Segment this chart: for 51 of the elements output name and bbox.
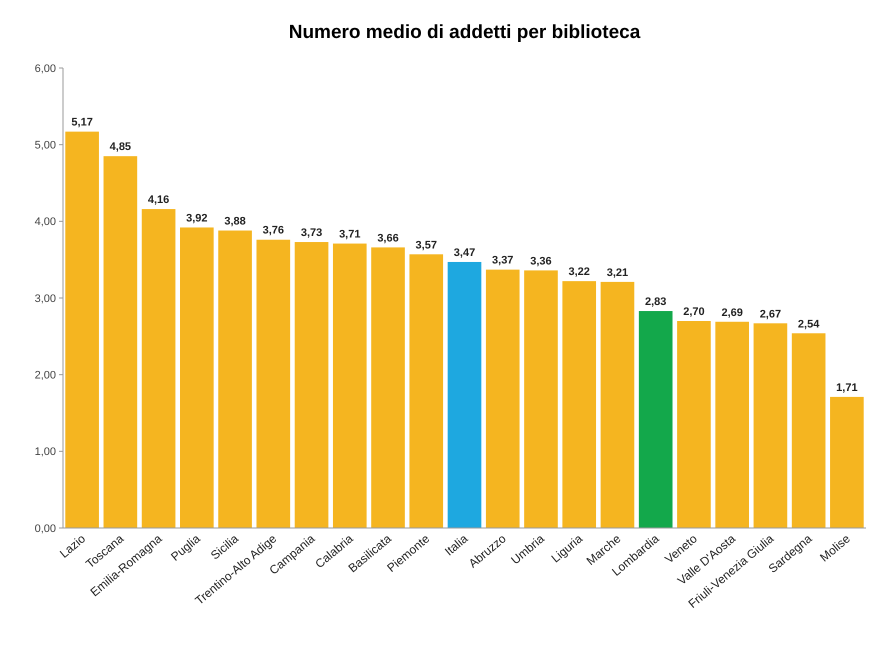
bar: [180, 227, 214, 528]
y-tick-label: 6,00: [34, 62, 56, 75]
data-label: 3,22: [568, 266, 590, 278]
y-tick-label: 5,00: [34, 140, 56, 152]
bar: [562, 281, 596, 528]
data-label: 3,92: [186, 212, 208, 224]
bar: [486, 270, 520, 528]
bar: [332, 244, 367, 528]
y-tick-label: 4,00: [34, 216, 56, 228]
data-label: 3,66: [377, 232, 399, 244]
data-label: 3,88: [224, 216, 246, 228]
bar: [218, 230, 252, 528]
y-tick-label: 3,00: [34, 292, 56, 305]
data-label: 3,76: [262, 224, 284, 237]
y-tick-label: 2,00: [34, 370, 56, 382]
data-label: 3,21: [606, 266, 628, 279]
data-label: 2,54: [798, 318, 820, 330]
bar: [792, 333, 826, 528]
data-label: 1,71: [836, 382, 858, 394]
chart-title: Numero medio di addetti per biblioteca: [288, 22, 641, 43]
data-label: 3,73: [300, 227, 322, 240]
bar: [830, 396, 864, 528]
y-tick-label: 1,00: [34, 446, 56, 458]
data-label: 5,17: [71, 116, 93, 129]
data-label: 2,83: [644, 296, 666, 308]
bar: [371, 247, 405, 528]
data-label: 3,71: [339, 228, 360, 241]
data-label: 3,36: [530, 255, 552, 268]
bar: [524, 270, 558, 528]
bar: [294, 242, 328, 528]
bar: [754, 323, 788, 528]
bar: [65, 132, 99, 528]
bar: [715, 322, 749, 528]
data-label: 2,69: [721, 306, 743, 319]
bar: [448, 262, 482, 528]
data-label: 3,37: [492, 254, 514, 267]
bar: [104, 156, 138, 528]
data-label: 3,47: [454, 246, 476, 259]
x-tick-label: Italia: [442, 531, 471, 559]
y-tick-label: 0,00: [34, 522, 56, 535]
bar: [677, 321, 711, 528]
data-label: 2,70: [683, 306, 705, 318]
bar: [256, 240, 290, 528]
bar: [600, 282, 634, 528]
data-label: 4,85: [110, 141, 132, 154]
bar: [638, 311, 673, 528]
data-label: 3,57: [416, 239, 437, 252]
data-label: 4,16: [148, 194, 170, 206]
bar: [142, 209, 176, 528]
bar: [409, 254, 444, 528]
data-label: 2,67: [760, 308, 782, 320]
